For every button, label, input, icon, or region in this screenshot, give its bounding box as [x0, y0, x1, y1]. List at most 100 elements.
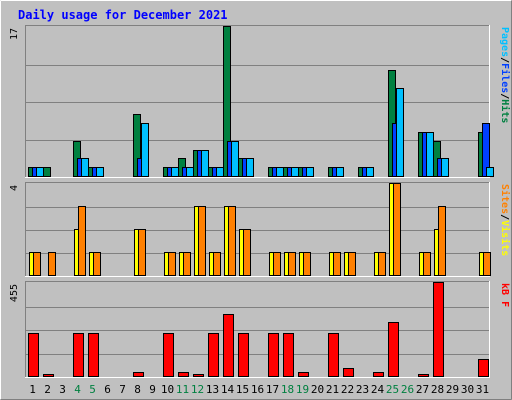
day-label-14: 14	[221, 383, 235, 396]
legend-item: /	[499, 93, 510, 99]
y-max-label: 17	[9, 28, 20, 40]
legend-item: /	[499, 214, 510, 220]
day-label-19: 19	[296, 383, 309, 396]
bar-kb-f-day-22	[343, 368, 354, 377]
day-label-29: 29	[446, 383, 459, 396]
legend-item: Visits	[499, 220, 511, 256]
bar-pages-day-17	[276, 167, 284, 177]
bar-sites-day-1	[33, 252, 41, 276]
bar-pages-day-1	[36, 167, 44, 177]
bar-kb-f-day-2	[43, 374, 54, 377]
bar-pages-day-12	[201, 150, 209, 177]
day-label-11: 11	[176, 383, 189, 396]
bar-sites-day-14	[228, 206, 236, 276]
day-label-17: 17	[266, 383, 279, 396]
day-label-4: 4	[74, 383, 81, 396]
bar-pages-day-8	[141, 123, 149, 177]
day-label-16: 16	[251, 383, 264, 396]
bar-kb-f-day-18	[283, 333, 294, 377]
day-label-20: 20	[311, 383, 324, 396]
legend-item: Pages	[499, 27, 510, 57]
day-label-13: 13	[206, 383, 219, 396]
bar-kb-f-day-31	[478, 359, 489, 377]
legend: Sites/Visits	[499, 184, 511, 256]
bar-kb-f-day-25	[388, 322, 399, 377]
bar-sites-day-27	[423, 252, 431, 276]
day-label-27: 27	[416, 383, 429, 396]
bar-pages-day-28	[441, 158, 449, 177]
chart-title: Daily usage for December 2021	[18, 8, 228, 22]
bar-sites-day-12	[198, 206, 206, 276]
bar-pages-day-21	[336, 167, 344, 177]
bar-sites-day-17	[273, 252, 281, 276]
bar-pages-day-18	[291, 167, 299, 177]
bar-kb-f-day-27	[418, 374, 429, 377]
bar-sites-day-22	[348, 252, 356, 276]
bar-sites-day-8	[138, 229, 146, 276]
bar-pages-day-15	[246, 158, 254, 177]
legend-item: kB	[499, 283, 510, 295]
legend-item: F	[499, 295, 510, 307]
bar-pages-day-14	[231, 141, 239, 177]
panel-background	[25, 281, 490, 378]
legend-item: Sites	[499, 184, 511, 214]
day-label-6: 6	[104, 383, 111, 396]
day-label-26: 26	[401, 383, 414, 396]
y-max-label: 4	[9, 185, 20, 191]
bar-kb-f-day-24	[373, 372, 384, 377]
bar-pages-day-25	[396, 88, 404, 177]
legend: kB F	[499, 283, 510, 307]
day-label-28: 28	[431, 383, 444, 396]
day-label-21: 21	[326, 383, 339, 396]
day-label-24: 24	[371, 383, 385, 396]
bar-sites-day-5	[93, 252, 101, 276]
bar-pages-day-31	[486, 167, 494, 177]
bar-kb-f-day-11	[178, 372, 189, 377]
panel-kbytes: 455 kB F	[9, 281, 510, 378]
day-label-9: 9	[149, 383, 156, 396]
day-label-30: 30	[461, 383, 474, 396]
bar-sites-day-13	[213, 252, 221, 276]
day-label-22: 22	[341, 383, 354, 396]
bar-hits-day-2	[43, 167, 51, 177]
day-label-25: 25	[386, 383, 399, 396]
bar-kb-f-day-21	[328, 333, 339, 377]
panel-background	[25, 182, 490, 277]
bar-kb-f-day-17	[268, 333, 279, 377]
bar-sites-day-24	[378, 252, 386, 276]
bar-kb-f-day-8	[133, 372, 144, 377]
bar-pages-day-23	[366, 167, 374, 177]
panel-background	[25, 25, 490, 178]
x-axis-day-labels: 1 2 3 4 5 6 7 8 9 10 11 12 13 14 15 16 17 18 19 20 21 22 23 24 2…	[29, 383, 489, 396]
panel-visits-sites: 4 Sites/Visits	[9, 182, 511, 277]
bar-kb-f-day-1	[28, 333, 39, 377]
bar-sites-day-11	[183, 252, 191, 276]
bar-sites-day-28	[438, 206, 446, 276]
bar-sites-day-2	[48, 252, 56, 276]
bar-sites-day-15	[243, 229, 251, 276]
bar-sites-day-10	[168, 252, 176, 276]
bar-sites-day-18	[288, 252, 296, 276]
bar-sites-day-19	[303, 252, 311, 276]
legend: Pages/Files/Hits	[499, 27, 511, 123]
legend-item: Files	[499, 63, 511, 93]
y-max-label: 455	[9, 284, 20, 302]
bar-sites-day-4	[78, 206, 86, 276]
day-label-5: 5	[89, 383, 96, 396]
bar-kb-f-day-10	[163, 333, 174, 377]
day-label-8: 8	[134, 383, 141, 396]
bar-kb-f-day-12	[193, 374, 204, 377]
bar-pages-day-13	[216, 167, 224, 177]
day-label-2: 2	[44, 383, 51, 396]
bar-pages-day-4	[81, 158, 89, 177]
day-label-12: 12	[191, 383, 204, 396]
day-label-18: 18	[281, 383, 294, 396]
day-label-31: 31	[476, 383, 489, 396]
bar-kb-f-day-15	[238, 333, 249, 377]
bar-kb-f-day-13	[208, 333, 219, 377]
day-label-3: 3	[59, 383, 66, 396]
bar-pages-day-19	[306, 167, 314, 177]
